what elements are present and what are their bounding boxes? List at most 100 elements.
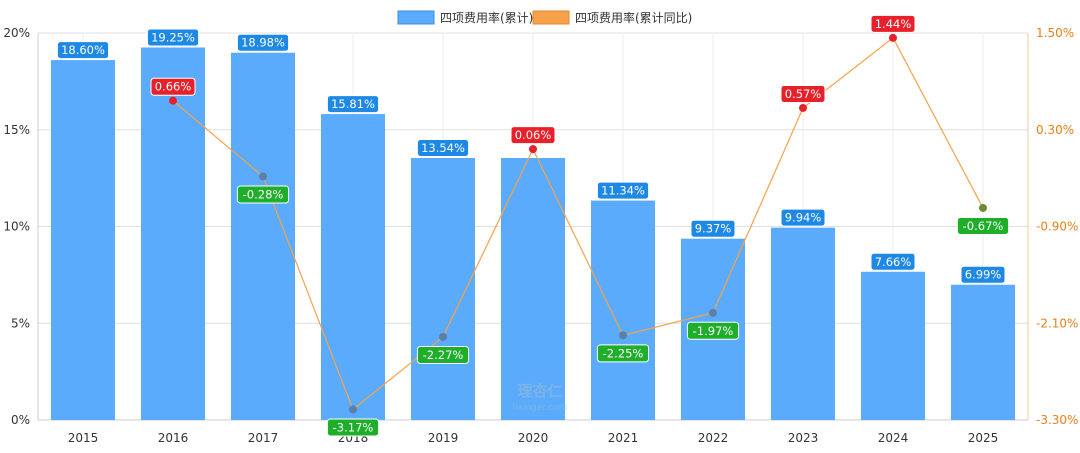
line-label-bg [416,345,470,364]
line-label: 0.06% [510,126,556,145]
line-segment [622,312,714,336]
line-label-text: -2.25% [603,346,644,360]
bar-label-bg [146,28,200,47]
line-segment [262,176,354,410]
legend-label: 四项费用率(累计) [440,10,533,25]
y-right-tick-label: -2.10% [1036,316,1078,330]
line-point [439,332,447,341]
y-right-tick-label: 1.50% [1036,26,1074,40]
bar [51,60,115,421]
line-label: 0.57% [780,84,826,103]
line-label: -2.27% [416,345,470,364]
bar-label-text: 9.94% [785,211,822,225]
line-label-bg [510,126,556,145]
y-right-tick-label: -3.30% [1036,413,1078,427]
bar-label-bg [56,41,110,60]
y-left-tick-label: 20% [3,26,30,40]
bar-label-text: 11.34% [601,184,645,198]
bar-label: 18.60% [56,41,110,60]
line-label: -0.28% [236,185,290,204]
line-label-bg [956,216,1010,235]
line-label: -0.67% [956,216,1010,235]
line-segment [892,37,984,209]
line-segment [712,107,804,314]
bar-label: 6.99% [960,265,1006,284]
bar [231,52,295,420]
bar-label: 13.54% [416,139,470,158]
line-point [529,145,537,154]
bar-series [51,47,1015,421]
x-tick-label: 2021 [608,431,639,445]
bar-label-bg [870,252,916,271]
x-tick-label: 2025 [968,431,999,445]
y-right-tick-label: 0.30% [1036,123,1074,137]
x-tick-label: 2024 [878,431,909,445]
line-point [799,103,807,112]
bar-label-text: 18.60% [61,43,105,57]
line-label-text: -2.27% [423,348,464,362]
bar-label-bg [416,139,470,158]
x-tick-label: 2023 [788,431,819,445]
bar-label-bg [236,33,290,52]
watermark: 理杏仁 lixinger.com [513,382,568,413]
line-segment [172,100,264,177]
line-label-bg [686,321,740,340]
line-point [349,405,357,414]
x-tick-label: 2016 [158,431,189,445]
line-points [169,33,987,414]
line-label: 0.66% [150,77,196,96]
bar [951,284,1015,420]
line-label-bg [236,185,290,204]
x-axis-ticks: 2015 2016 2017 2018 2019 2020 2021 2022 2023 2024… [68,431,999,445]
line-label-text: 0.66% [155,80,192,94]
x-tick-label: 2022 [698,431,729,445]
line-label: -2.25% [596,344,650,363]
y-left-tick-label: 0% [11,413,30,427]
line-segment [442,148,534,338]
line-label: -1.97% [686,321,740,340]
bar-label-bg [326,95,380,114]
bar-label: 9.94% [780,208,826,227]
line-label-bg [780,84,826,103]
line-point [169,96,177,105]
bar-label-text: 13.54% [421,141,465,155]
bar [861,271,925,420]
bar [141,47,205,420]
x-tick-label: 2015 [68,431,99,445]
bar-label-bg [780,208,826,227]
bar-label: 11.34% [596,181,650,200]
bar [411,158,475,420]
line-label: 1.44% [870,14,916,33]
bar [321,114,385,420]
bar-labels: 18.60% 19.25% 18.98% 15.81% 13.54% 11.34% 9.37… [56,28,1006,284]
watermark-url: lixinger.com [513,403,568,413]
y-left-tick-label: 10% [3,220,30,234]
line-label-bg [870,14,916,33]
bar [501,158,565,420]
line-label-text: -3.17% [333,421,374,435]
x-tick-label: 2017 [248,431,279,445]
line-point [259,172,267,181]
line-label-text: -1.97% [693,324,734,338]
bar-label-text: 9.37% [695,222,732,236]
bar-label-text: 19.25% [151,31,195,45]
line-label-bg [596,344,650,363]
bar [591,200,655,420]
line-point [979,203,987,212]
line-label-text: 0.06% [515,128,552,142]
bar-label: 19.25% [146,28,200,47]
line-series [172,37,984,410]
line-segment [532,148,624,336]
watermark-brand: 理杏仁 [517,382,562,400]
bar-label: 7.66% [870,252,916,271]
legend-label: 四项费用率(累计同比) [575,10,692,25]
bar-label-bg [690,219,736,238]
bar-label-text: 7.66% [875,255,912,269]
line-label: -3.17% [326,418,380,437]
y-right-tick-label: -0.90% [1036,220,1078,234]
line-label-text: -0.67% [963,219,1004,233]
bar-label: 9.37% [690,219,736,238]
y-axis-right-ticks: -3.30% -2.10% -0.90% 0.30% 1.50% [1036,26,1078,427]
bar-label-text: 18.98% [241,36,285,50]
